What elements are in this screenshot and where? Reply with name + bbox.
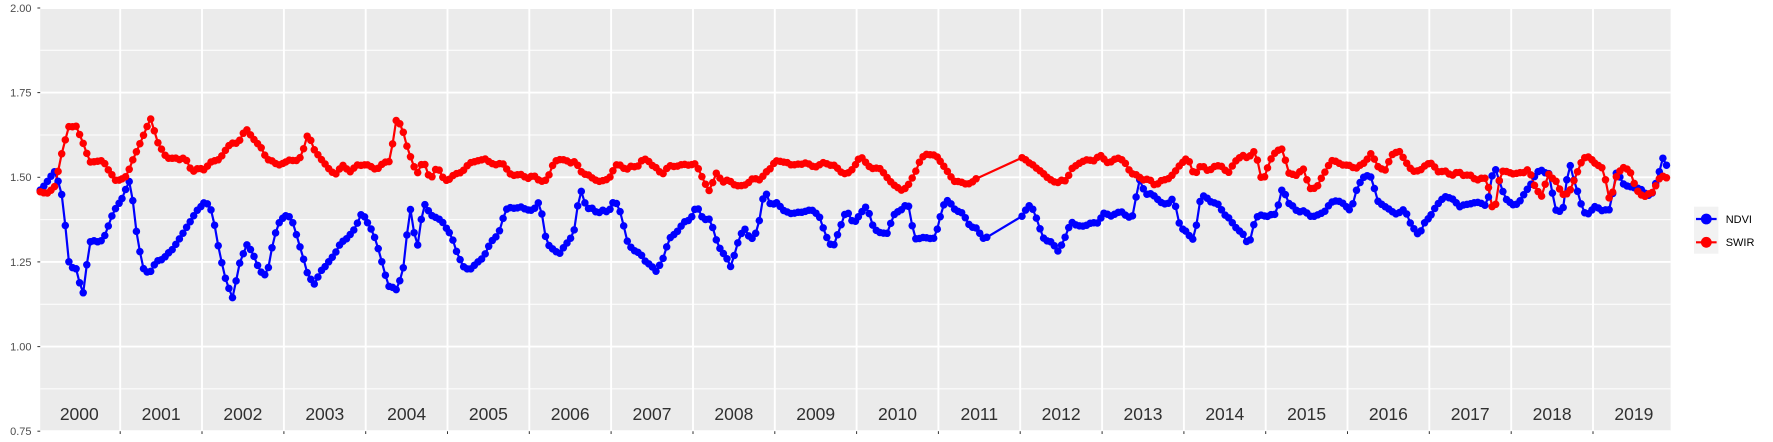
svg-text:2014: 2014: [1205, 404, 1244, 424]
svg-text:2012: 2012: [1042, 404, 1081, 424]
svg-text:2009: 2009: [796, 404, 835, 424]
svg-text:2001: 2001: [142, 404, 181, 424]
svg-text:2011: 2011: [960, 404, 998, 424]
svg-text:2004: 2004: [387, 404, 426, 424]
svg-text:2015: 2015: [1287, 404, 1326, 424]
svg-text:2000: 2000: [60, 404, 99, 424]
svg-text:0.75: 0.75: [10, 426, 31, 438]
svg-text:NDVI: NDVI: [1726, 214, 1752, 226]
svg-text:2013: 2013: [1124, 404, 1163, 424]
svg-text:2.00: 2.00: [10, 3, 31, 15]
svg-text:2019: 2019: [1614, 404, 1653, 424]
svg-text:2008: 2008: [714, 404, 753, 424]
svg-text:SWIR: SWIR: [1726, 237, 1755, 249]
svg-text:2003: 2003: [305, 404, 344, 424]
svg-text:1.25: 1.25: [10, 257, 31, 269]
svg-text:2016: 2016: [1369, 404, 1408, 424]
svg-text:2002: 2002: [223, 404, 262, 424]
svg-text:2006: 2006: [551, 404, 590, 424]
svg-text:2017: 2017: [1451, 404, 1490, 424]
svg-text:1.00: 1.00: [10, 342, 31, 354]
svg-text:2010: 2010: [878, 404, 917, 424]
svg-text:1.75: 1.75: [10, 88, 31, 100]
svg-text:1.50: 1.50: [10, 172, 31, 184]
svg-text:2005: 2005: [469, 404, 508, 424]
svg-text:2018: 2018: [1533, 404, 1572, 424]
svg-text:2007: 2007: [633, 404, 672, 424]
